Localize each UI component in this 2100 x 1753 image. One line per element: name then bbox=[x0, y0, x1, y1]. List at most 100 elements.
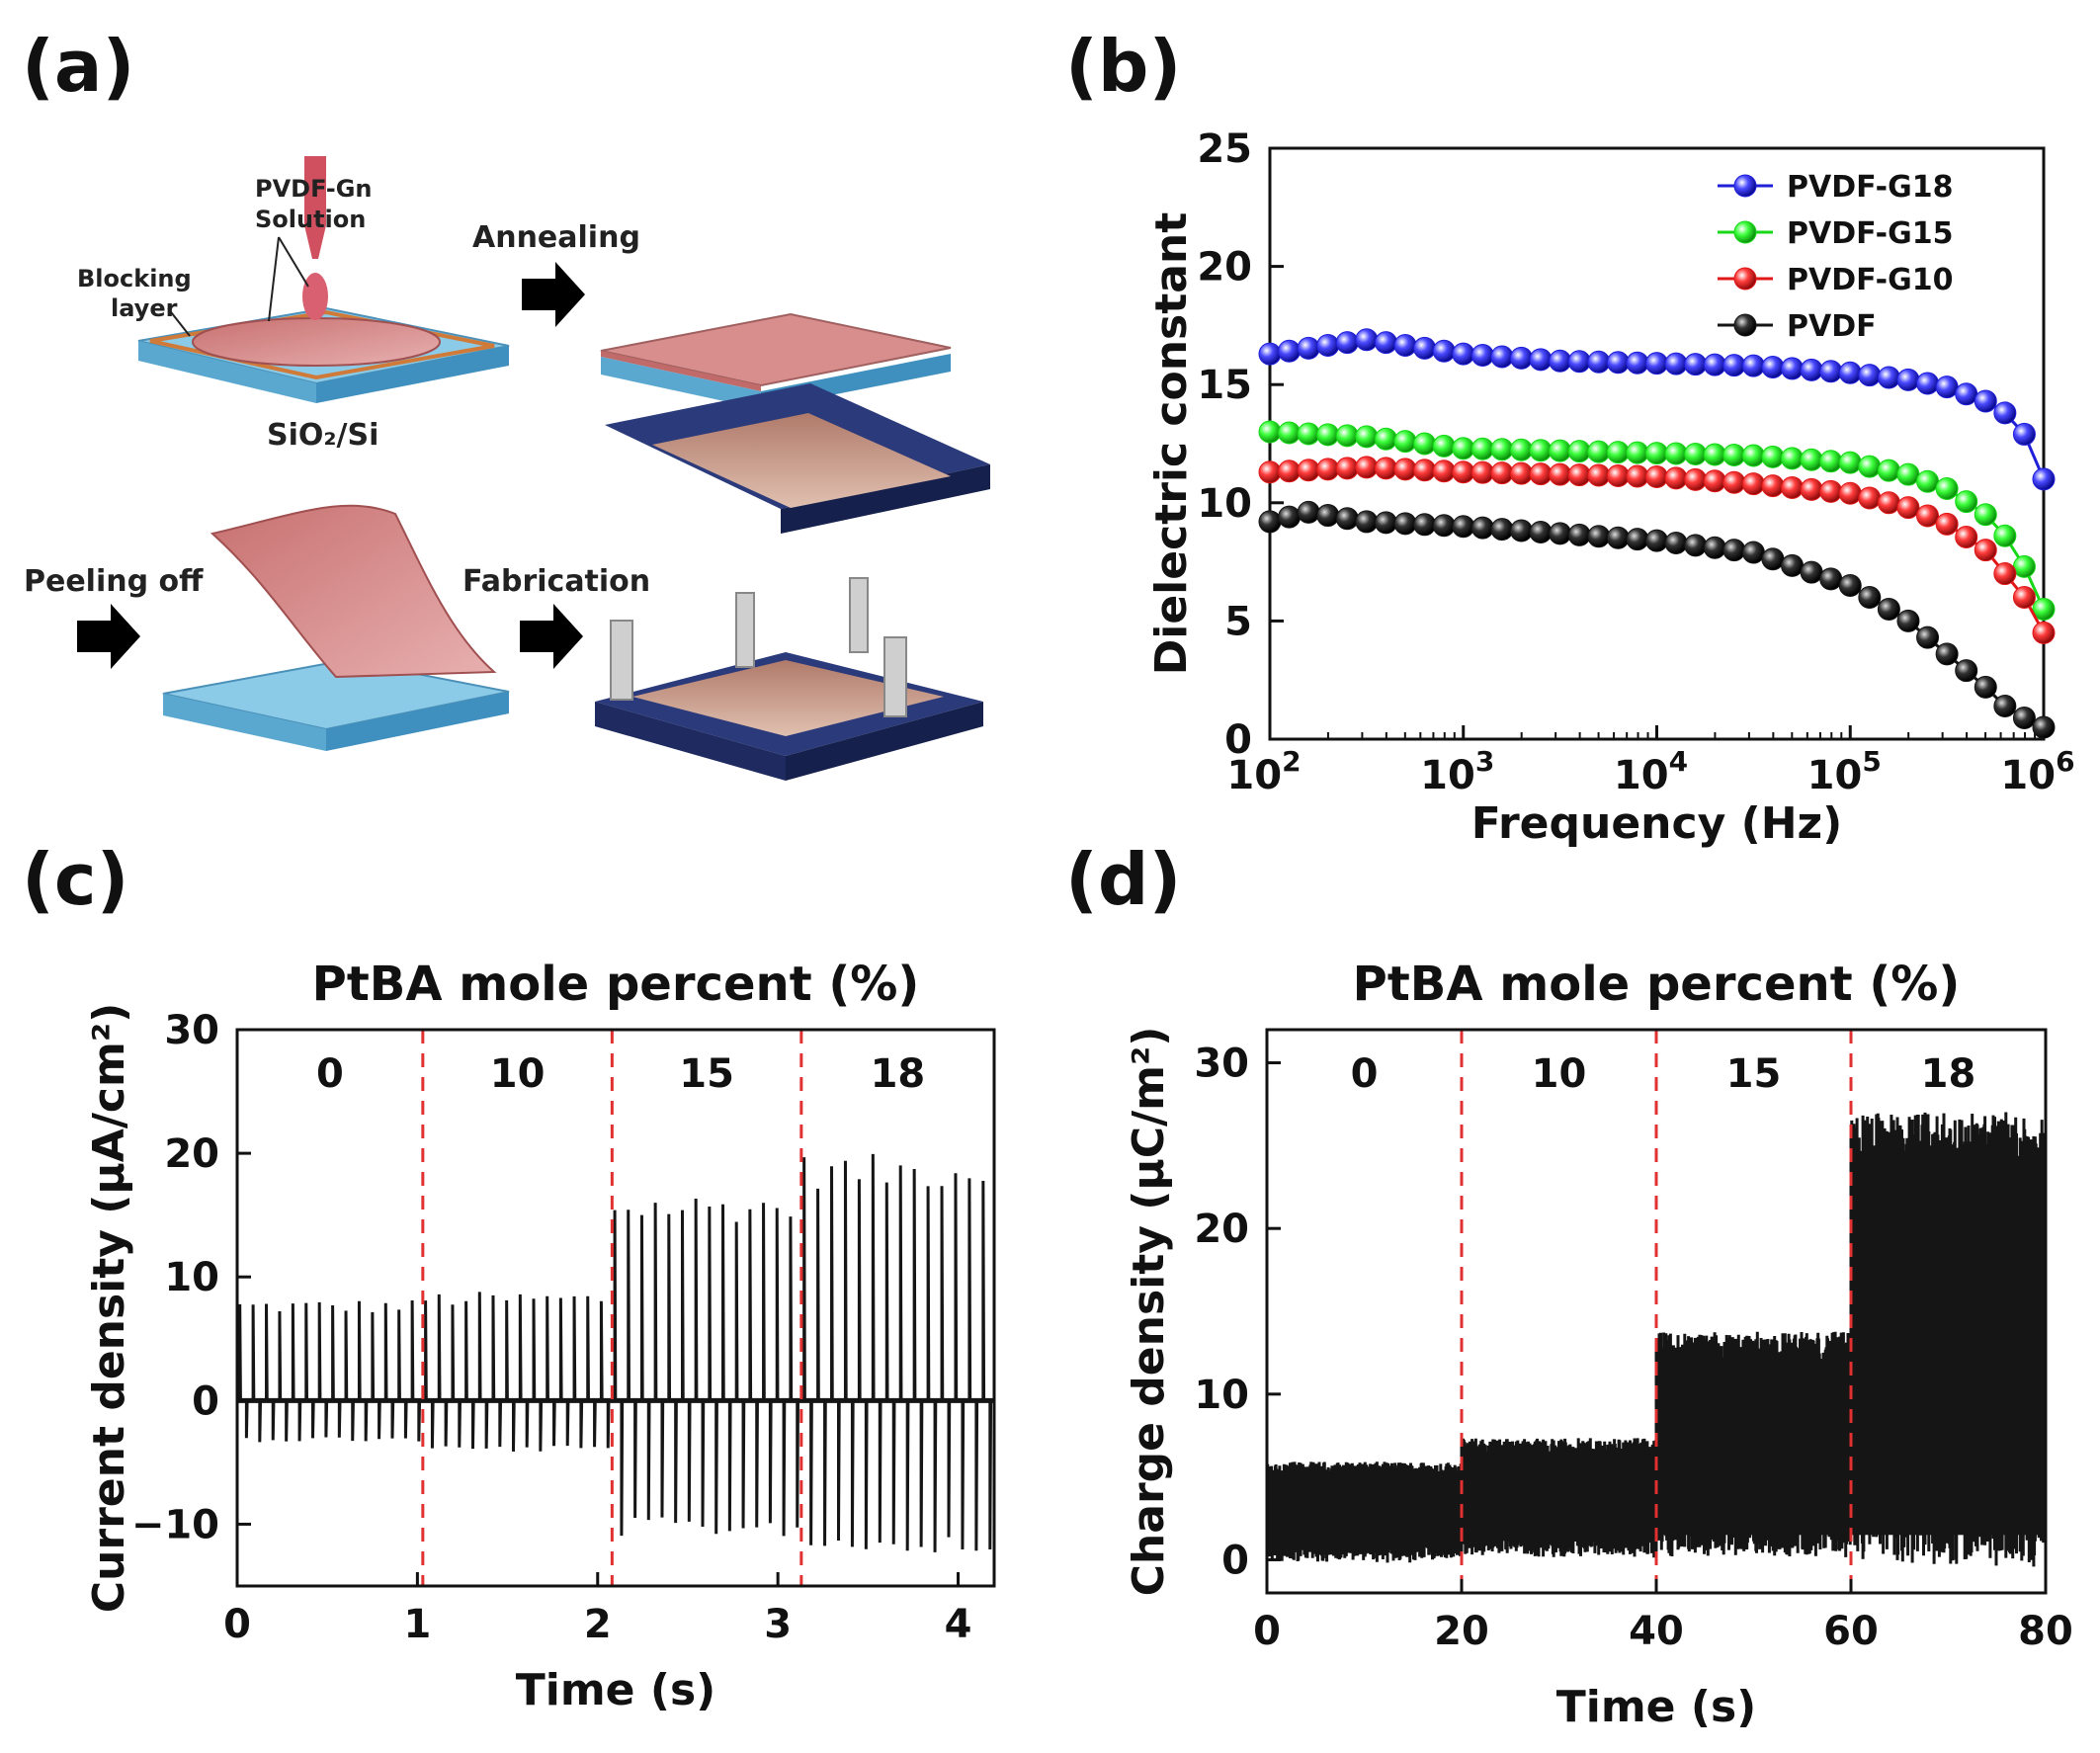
data-point-black bbox=[1800, 560, 1823, 584]
data-point-green bbox=[1587, 440, 1611, 463]
y-tick-label: 10 bbox=[164, 1255, 219, 1300]
top-electrode bbox=[652, 413, 951, 508]
data-point-red bbox=[1858, 486, 1882, 510]
peeling-illustration bbox=[162, 504, 510, 751]
charge-band bbox=[1656, 1370, 1851, 1536]
charge-band bbox=[1267, 1477, 1462, 1541]
data-point-red bbox=[1606, 464, 1630, 488]
data-point-blue bbox=[1278, 339, 1302, 363]
legend-marker bbox=[1733, 220, 1757, 244]
data-point-red bbox=[1800, 477, 1823, 501]
data-point-red bbox=[1781, 475, 1805, 499]
segment-label: 0 bbox=[316, 1051, 344, 1097]
arrow-icon bbox=[522, 262, 585, 327]
chart-top-label: PtBA mole percent (%) bbox=[312, 957, 920, 1012]
data-point-green bbox=[1549, 439, 1572, 462]
annealing-label: Annealing bbox=[472, 220, 640, 255]
legend-marker bbox=[1733, 174, 1757, 198]
data-point-green bbox=[1258, 420, 1282, 444]
data-point-black bbox=[1838, 574, 1862, 598]
data-point-red bbox=[1955, 525, 1978, 548]
data-point-green bbox=[1684, 443, 1708, 466]
data-point-red bbox=[1741, 472, 1765, 496]
data-point-black bbox=[1606, 526, 1630, 549]
fabrication-label: Fabrication bbox=[462, 564, 650, 599]
data-point-blue bbox=[1955, 382, 1978, 406]
data-point-green bbox=[1509, 438, 1533, 461]
data-point-red bbox=[1413, 459, 1437, 482]
segment-label: 18 bbox=[1921, 1051, 1976, 1097]
y-tick-label: 15 bbox=[1197, 363, 1252, 408]
spring bbox=[610, 620, 633, 701]
data-point-green bbox=[1606, 441, 1630, 464]
data-point-red bbox=[1490, 461, 1514, 485]
data-point-blue bbox=[1432, 339, 1456, 363]
data-point-green bbox=[1355, 425, 1379, 449]
substrate-side-left bbox=[138, 341, 316, 403]
spring bbox=[849, 577, 869, 653]
data-point-red bbox=[1278, 459, 1302, 483]
data-point-blue bbox=[1316, 333, 1340, 357]
data-point-blue bbox=[1452, 342, 1475, 366]
peeled-film bbox=[210, 504, 497, 679]
panel-a-label: (a) bbox=[22, 25, 134, 108]
legend-label: PVDF-G18 bbox=[1787, 170, 1954, 205]
data-point-black bbox=[1490, 518, 1514, 542]
data-point-green bbox=[1567, 440, 1591, 463]
data-point-blue bbox=[1606, 351, 1630, 375]
data-point-red bbox=[2032, 621, 2056, 644]
legend-label: PVDF-G10 bbox=[1787, 263, 1954, 297]
data-point-black bbox=[1781, 553, 1805, 577]
data-point-green bbox=[1393, 430, 1417, 454]
data-point-blue bbox=[2012, 422, 2036, 446]
data-point-blue bbox=[1684, 353, 1708, 376]
data-point-green bbox=[1529, 439, 1553, 462]
x-tick-label: 20 bbox=[1434, 1609, 1489, 1654]
data-point-red bbox=[1916, 504, 1940, 528]
data-point-black bbox=[1858, 585, 1882, 609]
data-point-black bbox=[1529, 520, 1553, 543]
data-point-black bbox=[1955, 659, 1978, 683]
data-point-blue bbox=[1974, 389, 1997, 413]
data-point-black bbox=[1432, 514, 1456, 538]
data-point-red bbox=[1974, 539, 1997, 562]
data-point-green bbox=[1470, 437, 1494, 460]
data-point-red bbox=[1896, 496, 1920, 520]
y-tick-label: 25 bbox=[1197, 126, 1252, 172]
x-axis-label: Frequency (Hz) bbox=[1471, 798, 1843, 849]
chart-dielectric: 0 5 10 15 20 25 102 103 104 105 106 Frequency (Hz) D… bbox=[1146, 126, 2075, 849]
data-point-black bbox=[2012, 706, 2036, 729]
data-point-red bbox=[1258, 460, 1282, 484]
y-axis-label: Current density (μA/cm²) bbox=[84, 1003, 134, 1613]
data-point-blue bbox=[1761, 355, 1785, 378]
data-point-blue bbox=[1741, 354, 1765, 377]
data-point-blue bbox=[1567, 350, 1591, 374]
data-point-blue bbox=[1529, 348, 1553, 372]
legend-label: PVDF bbox=[1787, 309, 1877, 344]
data-point-green bbox=[1452, 437, 1475, 460]
nozzle-tip bbox=[304, 225, 326, 259]
substrate-side-right bbox=[316, 346, 509, 403]
device-lid-front bbox=[781, 464, 990, 534]
data-point-blue bbox=[1393, 333, 1417, 357]
data-point-green bbox=[1858, 455, 1882, 478]
data-point-green bbox=[1432, 434, 1456, 458]
y-tick-label: 10 bbox=[1194, 1373, 1249, 1418]
data-point-green bbox=[1490, 438, 1514, 461]
data-point-red bbox=[1587, 463, 1611, 487]
y-tick-label: −10 bbox=[131, 1502, 219, 1547]
x-axis-label: Time (s) bbox=[516, 1665, 716, 1715]
y-axis-label: Charge density (μC/m²) bbox=[1124, 1027, 1174, 1597]
data-point-black bbox=[1626, 528, 1649, 551]
data-point-green bbox=[1722, 443, 1746, 466]
blocking-label: Blocking bbox=[77, 265, 192, 292]
data-point-black bbox=[1316, 504, 1340, 528]
x-tick-label: 2 bbox=[584, 1602, 612, 1647]
arrow-icon bbox=[520, 604, 583, 669]
substrate-label: SiO₂/Si bbox=[267, 418, 378, 453]
data-point-black bbox=[1374, 511, 1397, 535]
y-axis-label: Dielectric constant bbox=[1146, 212, 1197, 676]
data-point-green bbox=[1335, 424, 1359, 448]
data-point-blue bbox=[1819, 360, 1843, 383]
